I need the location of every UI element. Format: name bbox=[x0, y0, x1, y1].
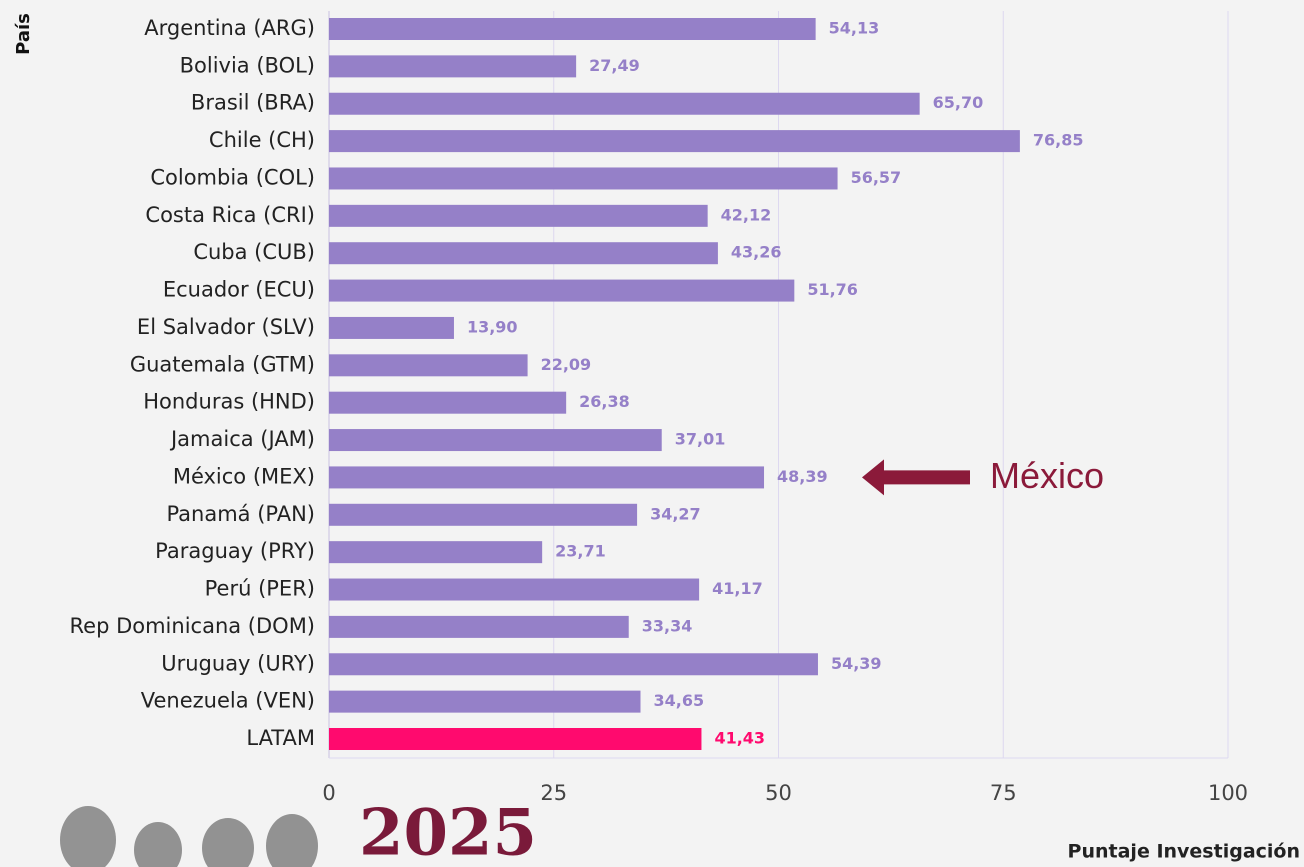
decor-faces bbox=[60, 806, 318, 867]
value-label: 27,49 bbox=[589, 56, 640, 75]
value-label: 37,01 bbox=[675, 430, 726, 449]
bar bbox=[329, 354, 528, 377]
bar bbox=[329, 92, 920, 115]
y-tick-label: El Salvador (SLV) bbox=[137, 315, 315, 339]
bar bbox=[329, 18, 816, 40]
y-tick-label: Panamá (PAN) bbox=[166, 502, 315, 526]
value-label: 51,76 bbox=[807, 280, 858, 299]
value-label: 56,57 bbox=[851, 168, 902, 187]
y-tick-label: Colombia (COL) bbox=[150, 165, 315, 189]
logo-text: 2025 bbox=[359, 796, 537, 867]
value-label: 54,13 bbox=[829, 19, 880, 38]
bar bbox=[329, 690, 641, 713]
value-label: 33,34 bbox=[642, 616, 693, 635]
y-tick-label: Brasil (BRA) bbox=[191, 91, 315, 115]
bar bbox=[329, 204, 708, 227]
bar bbox=[329, 653, 818, 676]
value-label: 41,43 bbox=[714, 729, 765, 748]
x-tick-label: 75 bbox=[990, 781, 1017, 805]
value-label: 48,39 bbox=[777, 467, 828, 486]
bar bbox=[329, 429, 662, 452]
y-tick-label: Chile (CH) bbox=[209, 128, 315, 152]
y-tick-label: Venezuela (VEN) bbox=[141, 689, 315, 713]
y-tick-label: LATAM bbox=[246, 726, 315, 750]
value-label: 13,90 bbox=[467, 317, 518, 336]
value-label: 54,39 bbox=[831, 654, 882, 673]
value-label: 76,85 bbox=[1033, 131, 1084, 150]
annotation-text: México bbox=[990, 455, 1104, 496]
value-label: 65,70 bbox=[933, 93, 984, 112]
y-tick-label: Cuba (CUB) bbox=[193, 240, 315, 264]
y-tick-label: Argentina (ARG) bbox=[144, 16, 315, 40]
value-label: 34,65 bbox=[654, 691, 705, 710]
y-tick-label: Paraguay (PRY) bbox=[155, 539, 315, 563]
x-tick-label: 100 bbox=[1208, 781, 1248, 805]
bar bbox=[329, 541, 543, 564]
bar bbox=[329, 728, 702, 750]
x-tick-label: 0 bbox=[322, 781, 335, 805]
y-tick-label: Perú (PER) bbox=[205, 577, 315, 601]
value-label: 34,27 bbox=[650, 504, 701, 523]
y-tick-label: México (MEX) bbox=[173, 464, 315, 488]
value-label: 43,26 bbox=[731, 243, 782, 262]
bar bbox=[329, 130, 1020, 153]
x-axis-label: Puntaje Investigación bbox=[1068, 841, 1300, 863]
y-tick-label: Bolivia (BOL) bbox=[180, 53, 315, 77]
bar bbox=[329, 466, 765, 489]
value-label: 41,17 bbox=[712, 579, 763, 598]
annotation-arrow bbox=[862, 459, 970, 496]
bar bbox=[329, 242, 718, 265]
bar bbox=[329, 503, 638, 526]
y-tick-label: Costa Rica (CRI) bbox=[145, 203, 315, 227]
y-tick-label: Uruguay (URY) bbox=[161, 651, 315, 675]
bar bbox=[329, 578, 700, 601]
bar bbox=[329, 316, 454, 339]
x-tick-label: 50 bbox=[765, 781, 792, 805]
value-label: 42,12 bbox=[721, 205, 772, 224]
x-tick-label: 25 bbox=[540, 781, 567, 805]
bar bbox=[329, 391, 567, 414]
bar bbox=[329, 615, 629, 638]
value-label: 26,38 bbox=[579, 392, 630, 411]
value-label: 23,71 bbox=[555, 542, 606, 561]
bar bbox=[329, 55, 577, 78]
y-tick-label: Ecuador (ECU) bbox=[163, 278, 315, 302]
y-axis-label: País bbox=[13, 13, 34, 55]
bar bbox=[329, 167, 838, 190]
y-tick-label: Honduras (HND) bbox=[143, 390, 315, 414]
bar bbox=[329, 279, 795, 302]
y-tick-label: Guatemala (GTM) bbox=[130, 352, 315, 376]
y-tick-label: Rep Dominicana (DOM) bbox=[70, 614, 316, 638]
y-tick-label: Jamaica (JAM) bbox=[169, 427, 315, 451]
value-label: 22,09 bbox=[541, 355, 592, 374]
